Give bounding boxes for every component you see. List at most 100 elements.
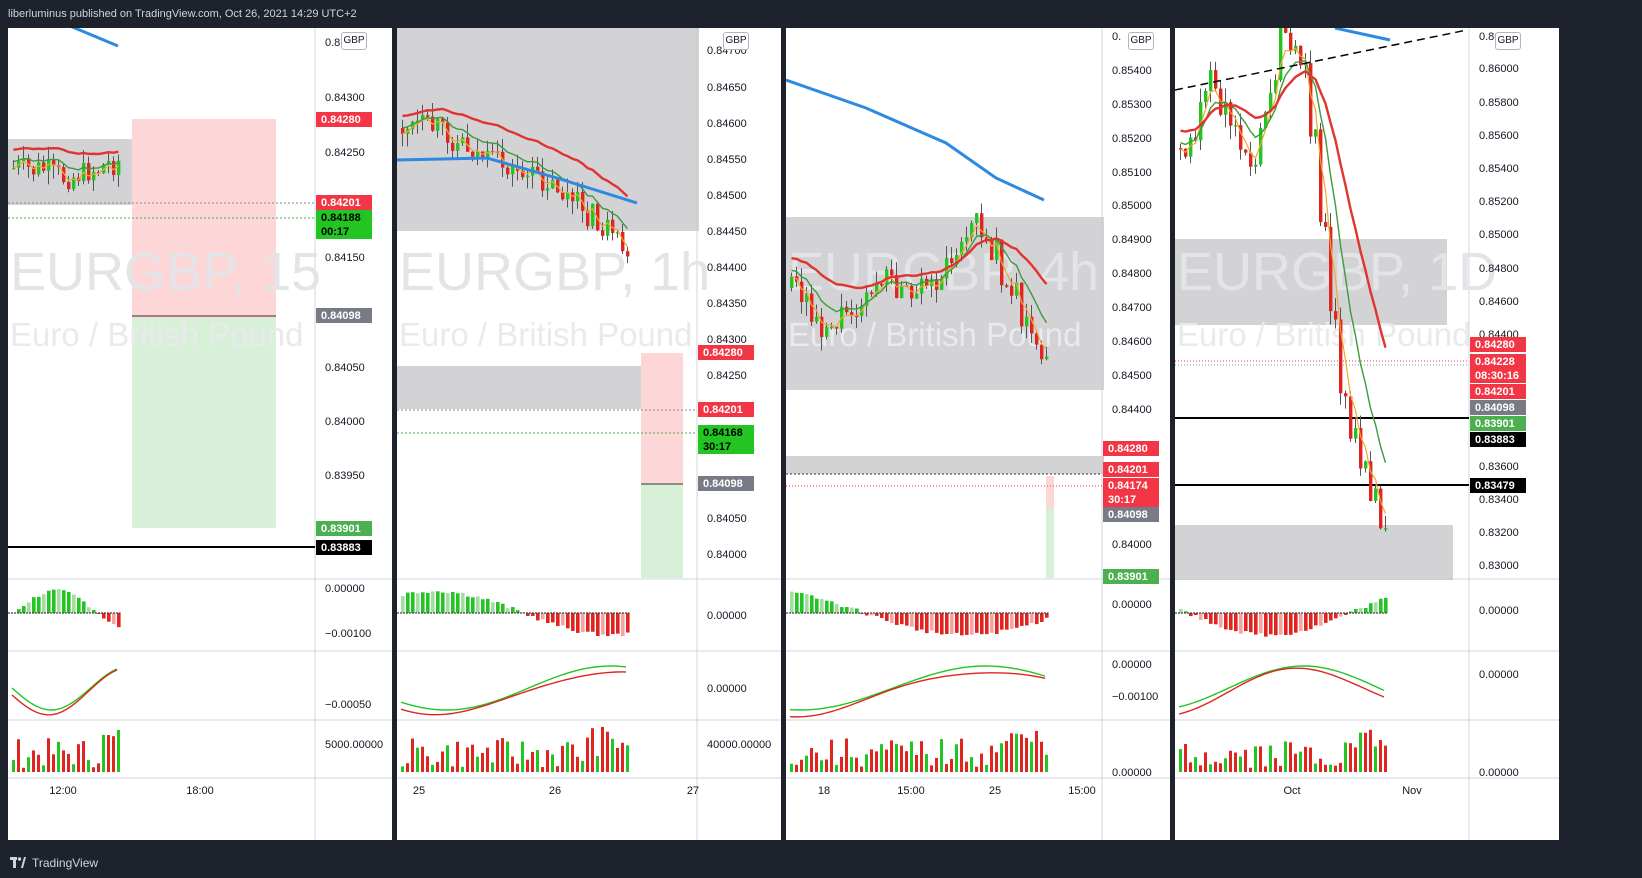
chart-panel-1d[interactable]: EURGBP, 1D Euro / British Pound 0.86 0.8600… (1175, 28, 1559, 840)
histogram-bar (571, 613, 575, 631)
position-risk-area (1046, 476, 1054, 508)
price-tag-bg (1470, 478, 1526, 493)
price-tick-label: 0.83600 (1479, 461, 1519, 473)
volume-bar (980, 753, 983, 772)
position-reward-area (1046, 508, 1054, 578)
currency-badge[interactable]: GBP (1495, 32, 1521, 50)
chart-panel-1h[interactable]: EURGBP, 1h Euro / British Pound 0.84700 0.8… (397, 28, 781, 840)
histogram-bar (840, 607, 844, 613)
volume-bar (97, 763, 100, 772)
candle-body (985, 237, 989, 240)
candle-body (835, 326, 839, 329)
candle-body (790, 276, 794, 288)
histogram-bar (915, 613, 919, 631)
candle-body (1045, 356, 1049, 360)
histogram-bar (67, 591, 71, 613)
volume-bar (107, 735, 110, 772)
candle-body (880, 283, 884, 286)
currency-badge[interactable]: GBP (341, 32, 367, 50)
histogram-bar (1329, 613, 1333, 621)
volume-bar (1209, 764, 1212, 772)
ema-fast-line (791, 224, 1047, 350)
volume-bar (501, 738, 504, 772)
histogram-bar (501, 603, 505, 613)
price-tag-label: 0.84280 (703, 347, 743, 359)
volume-bar (506, 741, 509, 772)
volume-bar (1359, 732, 1362, 772)
histogram-bar (1035, 613, 1039, 625)
volume-bar (1294, 753, 1297, 772)
histogram-bar (1354, 609, 1358, 613)
histogram-bar (850, 607, 854, 613)
time-tick-label: 25 (989, 785, 1001, 797)
indicator-tick-label: 0.00000 (707, 610, 747, 622)
tradingview-brand[interactable]: TradingView (10, 856, 98, 870)
volume-bar (990, 745, 993, 772)
currency-badge[interactable]: GBP (1128, 32, 1154, 50)
volume-bar (516, 763, 519, 772)
price-tick-label: 0.83200 (1479, 527, 1519, 539)
volume-bar (1040, 741, 1043, 772)
histogram-bar (875, 613, 879, 616)
histogram-bar (880, 613, 884, 618)
candle-body (441, 118, 445, 123)
volume-bar (810, 747, 813, 772)
volume-bar (551, 754, 554, 772)
price-tag-bg (1470, 337, 1526, 352)
histogram-bar (117, 613, 121, 628)
time-tick-label: Nov (1402, 785, 1422, 797)
chart-panel-4h[interactable]: EURGBP, 4h Euro / British Pound 0. 0.85400 0… (786, 28, 1170, 840)
candle-body (875, 283, 879, 294)
price-tag-bg (316, 224, 372, 239)
histogram-bar (815, 598, 819, 613)
volume-bar (451, 766, 454, 772)
price-tag-label: 0.83479 (1475, 480, 1515, 492)
indicator-tick-label: 0.00000 (1479, 605, 1519, 617)
candle-body (62, 167, 66, 183)
histogram-bar (1015, 613, 1019, 628)
histogram-bar (566, 613, 570, 629)
volume-bar (870, 749, 873, 772)
volume-bar (1045, 754, 1048, 772)
price-tick-label: 0.8 (325, 37, 340, 49)
volume-bar (1005, 741, 1008, 772)
volume-bar (556, 766, 559, 772)
chart-panel-15m[interactable]: EURGBP, 15 Euro / British Pound 0.8 0.84300… (8, 28, 392, 840)
price-tag-label: 0.83901 (1108, 571, 1148, 583)
currency-badge[interactable]: GBP (723, 32, 749, 50)
candle-body (1379, 488, 1383, 529)
oscillator-signal-line (400, 665, 627, 711)
histogram-bar (900, 613, 904, 625)
price-tick-label: 0.83950 (325, 470, 365, 482)
histogram-bar (845, 607, 849, 613)
symbol-watermark: EURGBP, 4h (788, 242, 1099, 302)
histogram-bar (416, 593, 420, 613)
chart-canvas[interactable]: EURGBP, 15 Euro / British Pound 0.8 0.84300… (8, 28, 392, 840)
candle-body (67, 182, 71, 190)
price-tick-label: 0.84000 (1112, 539, 1152, 551)
candle-body (52, 159, 56, 166)
candle-body (850, 312, 854, 316)
volume-bar (930, 765, 933, 772)
histogram-bar (436, 591, 440, 613)
volume-bar (1244, 749, 1247, 772)
histogram-bar (1349, 611, 1353, 613)
volume-bar (27, 757, 30, 772)
candle-body (506, 167, 510, 175)
volume-bar (1219, 763, 1222, 772)
price-tick-label: 0.84500 (707, 190, 747, 202)
volume-bar (825, 759, 828, 772)
candle-body (1040, 344, 1044, 360)
candle-body (526, 175, 530, 178)
candle-body (810, 293, 814, 322)
price-tick-label: 0.85400 (1112, 65, 1152, 77)
candle-body (1010, 285, 1014, 296)
candle-body (1199, 101, 1203, 141)
volume-bar (1259, 746, 1262, 772)
candle-body (87, 163, 91, 181)
histogram-bar (1274, 613, 1278, 636)
histogram-bar (616, 613, 620, 634)
